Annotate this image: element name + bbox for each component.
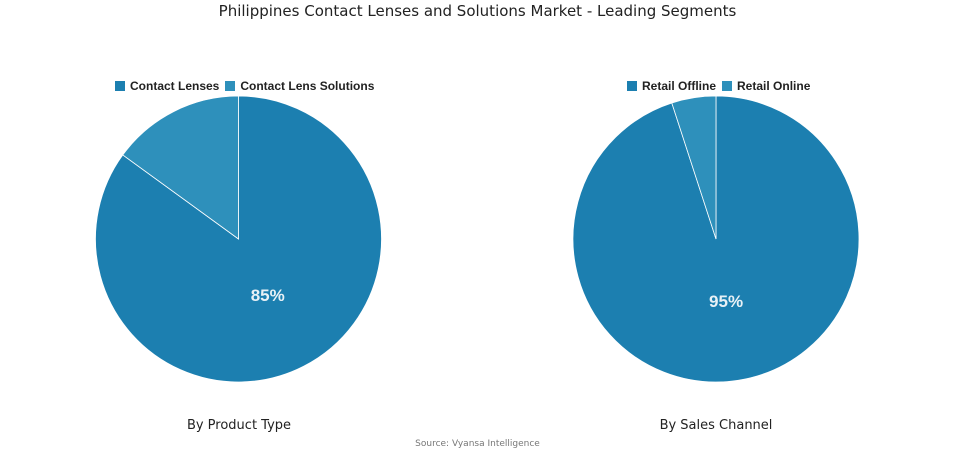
legend-swatch-retail-online [722, 81, 733, 91]
legend-item-retail-offline: Retail Offline [627, 79, 716, 93]
pie-slice-contact-lenses [95, 95, 382, 383]
legend-label-contact-lenses: Contact Lenses [130, 79, 220, 93]
legend-item-retail-online: Retail Online [722, 79, 810, 93]
legend-label-contact-lens-solutions: Contact Lens Solutions [240, 79, 375, 93]
pie-label-retail-offline: 95% [709, 292, 743, 311]
chart-title: Philippines Contact Lenses and Solutions… [218, 2, 737, 20]
legend-swatch-contact-lenses [115, 81, 125, 91]
subtitle-sales-channel: By Sales Channel [659, 418, 773, 433]
pie-slice-retail-online [671, 95, 717, 240]
legend-label-retail-offline: Retail Offline [642, 79, 717, 93]
legend-sales-channel: Retail Offline Retail Online [627, 79, 816, 93]
pie-label-contact-lenses: 85% [251, 286, 285, 305]
pie-chart-product-type: 85% [95, 95, 382, 383]
legend-label-retail-online: Retail Online [737, 79, 811, 93]
legend-product-type: Contact Lenses Contact Lens Solutions [115, 79, 380, 93]
subtitle-product-type: By Product Type [186, 418, 292, 433]
legend-item-contact-lenses: Contact Lenses [115, 79, 219, 93]
legend-swatch-contact-lens-solutions [225, 81, 236, 91]
pie-slice-contact-lens-solutions [122, 95, 239, 240]
legend-swatch-retail-offline [627, 81, 637, 91]
legend-item-contact-lens-solutions: Contact Lens Solutions [225, 79, 374, 93]
pie-chart-sales-channel: 95% [572, 95, 860, 383]
source-note: Source: Vyansa Intelligence [415, 439, 540, 449]
